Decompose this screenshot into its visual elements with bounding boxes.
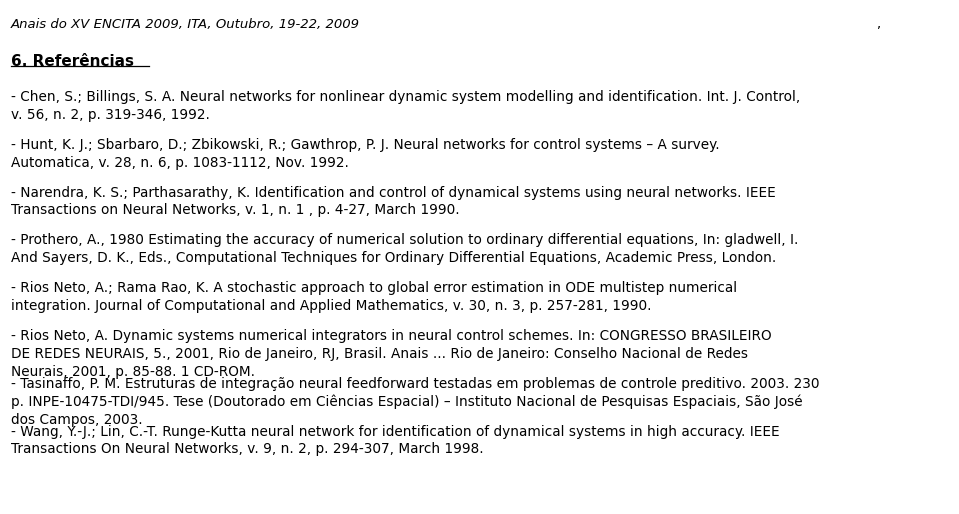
- Text: - Chen, S.; Billings, S. A. Neural networks for nonlinear dynamic system modelli: - Chen, S.; Billings, S. A. Neural netwo…: [11, 90, 800, 122]
- Text: - Hunt, K. J.; Sbarbaro, D.; Zbikowski, R.; Gawthrop, P. J. Neural networks for : - Hunt, K. J.; Sbarbaro, D.; Zbikowski, …: [11, 138, 719, 170]
- Text: - Narendra, K. S.; Parthasarathy, K. Identification and control of dynamical sys: - Narendra, K. S.; Parthasarathy, K. Ide…: [11, 186, 776, 217]
- Text: Anais do XV ENCITA 2009, ITA, Outubro, 19-22, 2009: Anais do XV ENCITA 2009, ITA, Outubro, 1…: [11, 18, 360, 31]
- Text: - Wang, Y.-J.; Lin, C.-T. Runge-Kutta neural network for identification of dynam: - Wang, Y.-J.; Lin, C.-T. Runge-Kutta ne…: [11, 425, 780, 456]
- Text: - Tasinaffo, P. M. Estruturas de integração neural feedforward testadas em probl: - Tasinaffo, P. M. Estruturas de integra…: [11, 377, 819, 427]
- Text: - Rios Neto, A.; Rama Rao, K. A stochastic approach to global error estimation i: - Rios Neto, A.; Rama Rao, K. A stochast…: [11, 281, 737, 313]
- Text: - Prothero, A., 1980 Estimating the accuracy of numerical solution to ordinary d: - Prothero, A., 1980 Estimating the accu…: [11, 233, 798, 265]
- Text: ,: ,: [877, 18, 880, 31]
- Text: - Rios Neto, A. Dynamic systems numerical integrators in neural control schemes.: - Rios Neto, A. Dynamic systems numerica…: [11, 329, 771, 379]
- Text: 6. Referências: 6. Referências: [11, 54, 133, 69]
